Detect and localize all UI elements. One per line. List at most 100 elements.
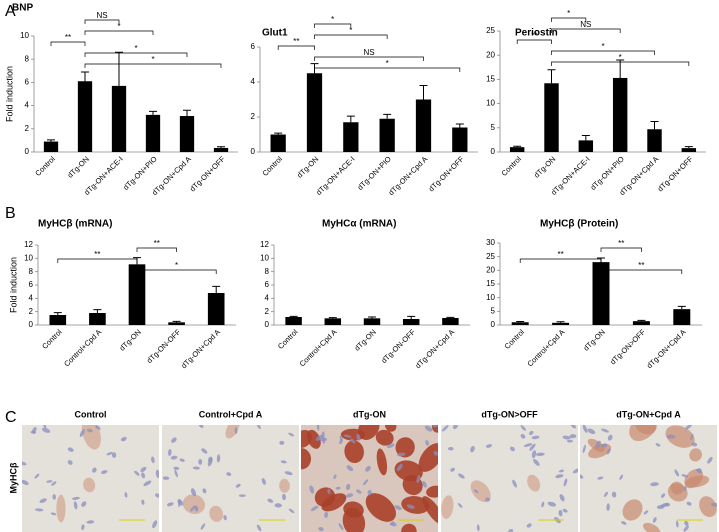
bar <box>442 318 459 325</box>
histology-image <box>162 425 299 532</box>
bar <box>270 134 286 152</box>
stained-fiber <box>375 429 394 446</box>
nucleus <box>226 472 232 476</box>
y-tick-label: 4 <box>251 77 256 86</box>
significance-bracket <box>551 28 621 33</box>
bar <box>612 77 628 152</box>
significance-label: * <box>117 22 120 31</box>
stained-fiber <box>441 495 454 519</box>
bar <box>285 317 302 325</box>
bar <box>673 309 691 325</box>
nucleus <box>223 514 227 521</box>
nucleus <box>143 480 152 487</box>
significance-bracket <box>84 30 154 35</box>
nucleus <box>73 501 78 510</box>
nucleus <box>141 472 146 479</box>
nucleus <box>563 478 568 487</box>
nucleus <box>198 458 203 465</box>
error-bar <box>650 121 659 130</box>
stained-fiber <box>699 496 717 518</box>
nucleus <box>235 483 241 488</box>
bar <box>511 322 529 325</box>
significance-bracket <box>516 39 552 44</box>
error-bar <box>274 132 283 135</box>
nucleus <box>643 510 649 515</box>
x-tick-label: dTg-ON+PIO <box>589 154 627 192</box>
significance-label: * <box>134 44 137 53</box>
stained-fiber <box>622 499 643 521</box>
stained-fiber <box>418 443 438 472</box>
stained-fiber <box>527 474 541 492</box>
error-bar <box>407 315 416 319</box>
nucleus <box>316 425 320 431</box>
x-tick-label: dTg-ON-OFF <box>379 327 417 365</box>
nucleus <box>284 471 293 476</box>
bar <box>452 127 468 152</box>
nucleus <box>327 488 331 495</box>
nucleus <box>386 443 395 449</box>
nucleus <box>67 460 73 465</box>
error-bar <box>419 85 428 100</box>
significance-bracket <box>551 61 690 66</box>
nucleus <box>202 488 207 494</box>
error-bar <box>47 139 55 142</box>
significance-bracket <box>136 269 217 274</box>
significance-label: * <box>151 55 154 64</box>
nucleus <box>81 501 87 507</box>
nucleus <box>256 425 261 430</box>
x-tick-label: dTg-ON+ACE-I <box>314 154 356 196</box>
x-tick-label: Control <box>261 154 285 178</box>
error-bar <box>383 113 392 119</box>
x-tick-label: Control <box>40 327 64 351</box>
nucleus <box>611 491 617 498</box>
y-tick-label: 2 <box>29 307 34 316</box>
y-tick-label: 10 <box>486 99 495 108</box>
nucleus <box>79 429 85 438</box>
nucleus <box>335 486 341 490</box>
x-tick-label: Control <box>33 154 57 178</box>
stained-fiber <box>56 494 66 523</box>
histology-image <box>301 425 438 532</box>
nucleus <box>356 489 362 494</box>
nucleus <box>603 491 609 497</box>
nucleus <box>555 474 564 479</box>
nucleus <box>168 448 172 456</box>
y-axis-label: Fold induction <box>8 257 18 313</box>
nucleus <box>30 430 37 434</box>
x-tick-label: dTg-ON+OFF <box>188 154 227 193</box>
nucleus <box>51 481 57 486</box>
chart-title: Glut1 <box>262 28 288 39</box>
nucleus <box>50 512 57 516</box>
nucleus <box>683 485 687 492</box>
nucleus <box>92 467 97 473</box>
y-tick-label: 6 <box>265 280 270 289</box>
y-tick-label: 12 <box>260 240 269 249</box>
bar <box>415 99 432 152</box>
nucleus <box>390 522 397 527</box>
significance-bracket <box>84 19 120 24</box>
nucleus <box>509 446 515 452</box>
nucleus <box>485 444 493 448</box>
bar <box>647 129 662 152</box>
significance-bracket <box>551 50 655 55</box>
bar <box>402 319 420 325</box>
y-tick-label: 2 <box>251 112 256 121</box>
nucleus <box>309 485 315 494</box>
nucleus <box>396 452 406 457</box>
nucleus <box>601 443 608 448</box>
significance-label: ** <box>557 250 563 259</box>
bar <box>509 147 525 152</box>
nucleus <box>606 448 611 455</box>
error-bar <box>616 59 625 78</box>
nucleus <box>192 466 200 470</box>
x-tick-label: Control+Cpd A <box>62 327 103 368</box>
significance-bracket <box>136 247 177 252</box>
significance-bracket <box>314 56 424 61</box>
nucleus <box>151 456 155 464</box>
error-bar <box>212 285 221 293</box>
significance-label: * <box>175 261 178 270</box>
nucleus <box>457 502 463 508</box>
significance-bracket <box>277 45 315 50</box>
nucleus <box>685 425 693 430</box>
nucleus <box>52 494 56 500</box>
